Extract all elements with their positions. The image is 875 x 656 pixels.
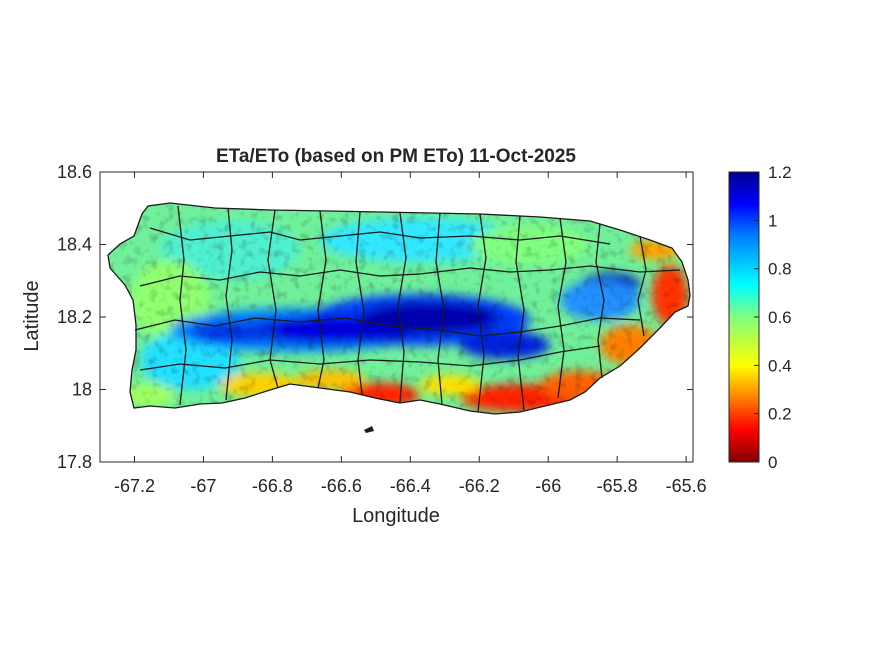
x-tick-label: -65.6 xyxy=(666,476,707,496)
colorbar-tick-label: 0 xyxy=(768,453,777,472)
colorbar-tick-label: 1.2 xyxy=(768,163,792,182)
colorbar-tick-label: 0.6 xyxy=(768,308,792,327)
colorbar-tick-label: 0.4 xyxy=(768,356,792,375)
x-axis-label: Longitude xyxy=(352,505,440,527)
islet xyxy=(364,426,374,433)
y-tick-label: 18 xyxy=(72,380,92,400)
y-tick-label: 18.6 xyxy=(57,162,92,182)
colorbar-tick-label: 0.2 xyxy=(768,405,792,424)
x-tick-label: -67.2 xyxy=(114,476,155,496)
x-tick-label: -66.8 xyxy=(252,476,293,496)
x-tick-label: -66 xyxy=(535,476,561,496)
colorbar-ticks: 0 0.2 0.4 0.6 0.8 1 1.2 xyxy=(754,163,792,472)
x-tick-label: -65.8 xyxy=(597,476,638,496)
colorbar-tick-label: 1 xyxy=(768,211,777,230)
y-tick-label: 17.8 xyxy=(57,452,92,472)
x-tick-label: -67 xyxy=(190,476,216,496)
y-axis-label: Latitude xyxy=(21,280,43,351)
x-tick-label: -66.6 xyxy=(321,476,362,496)
chart-title: ETa/ETo (based on PM ETo) 11-Oct-2025 xyxy=(216,146,576,167)
y-axis: 17.8 18 18.2 18.4 18.6 xyxy=(57,162,693,472)
x-axis: -67.2 -67 -66.8 -66.6 -66.4 -66.2 -66 -65.8 -65.… xyxy=(114,172,707,496)
x-tick-label: -66.4 xyxy=(390,476,431,496)
x-tick-label: -66.2 xyxy=(459,476,500,496)
boundaries xyxy=(107,202,691,415)
y-tick-label: 18.4 xyxy=(57,235,92,255)
y-tick-label: 18.2 xyxy=(57,307,92,327)
colorbar-tick-label: 0.8 xyxy=(768,260,792,279)
